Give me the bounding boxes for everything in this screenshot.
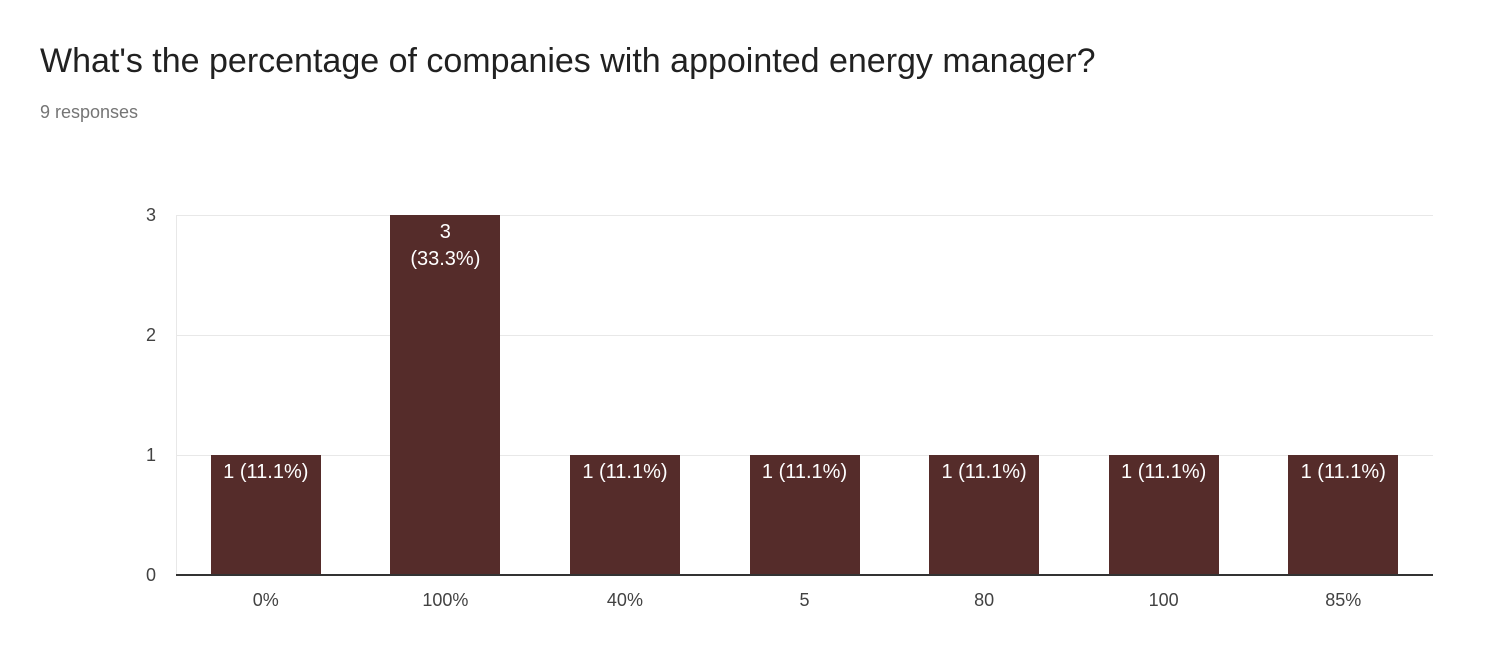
bar-chart-plot-area: 1 (11.1%) 3 (33.3%) 1 (11.1%) [176,215,1433,576]
gridline [176,215,1433,216]
bar-value-label: 3 (33.3%) [410,221,481,270]
bar: 3 (33.3%) [390,215,501,575]
y-axis-tick-label: 3 [145,205,156,225]
x-axis-tick-label: 0% [252,590,279,610]
bar: 1 (11.1%) [569,455,680,575]
bar: 1 (11.1%) [929,455,1040,575]
bar: 1 (11.1%) [1108,455,1219,575]
bars-container: 1 (11.1%) 3 (33.3%) 1 (11.1%) [176,215,1433,575]
x-axis-labels: 0% 100% 40% 5 80 100 85% [176,590,1433,611]
bar: 1 (11.1%) [749,455,860,575]
response-count: 9 responses [40,102,139,122]
gridline [176,334,1433,336]
x-axis-line [176,574,1433,576]
bar-value-label: 1 (11.1%) [1121,461,1207,483]
bar-value-label: 1 (11.1%) [1300,461,1386,483]
y-axis-tick-label: 2 [145,325,156,345]
bar-value-label: 1 (11.1%) [582,461,668,483]
x-axis-tick-label: 100% [422,590,469,610]
bar: 1 (11.1%) [210,455,321,575]
bar-value-label: 1 (11.1%) [223,461,309,483]
bar: 1 (11.1%) [1288,455,1399,575]
y-axis-tick-label: 1 [145,445,156,465]
y-axis-tick-label: 0 [145,565,156,585]
bar-value-label: 1 (11.1%) [761,461,848,483]
question-title: What's the percentage of companies with … [40,42,1096,80]
y-axis-line [176,215,177,575]
x-axis-tick-label: 85% [1325,590,1362,610]
bar-value-label: 1 (11.1%) [941,461,1027,483]
x-axis-tick-label: 100 [1148,590,1179,610]
x-axis-tick-label: 80 [974,590,995,610]
x-axis-tick-label: 40% [606,590,643,610]
x-axis-tick-label: 5 [799,590,810,610]
